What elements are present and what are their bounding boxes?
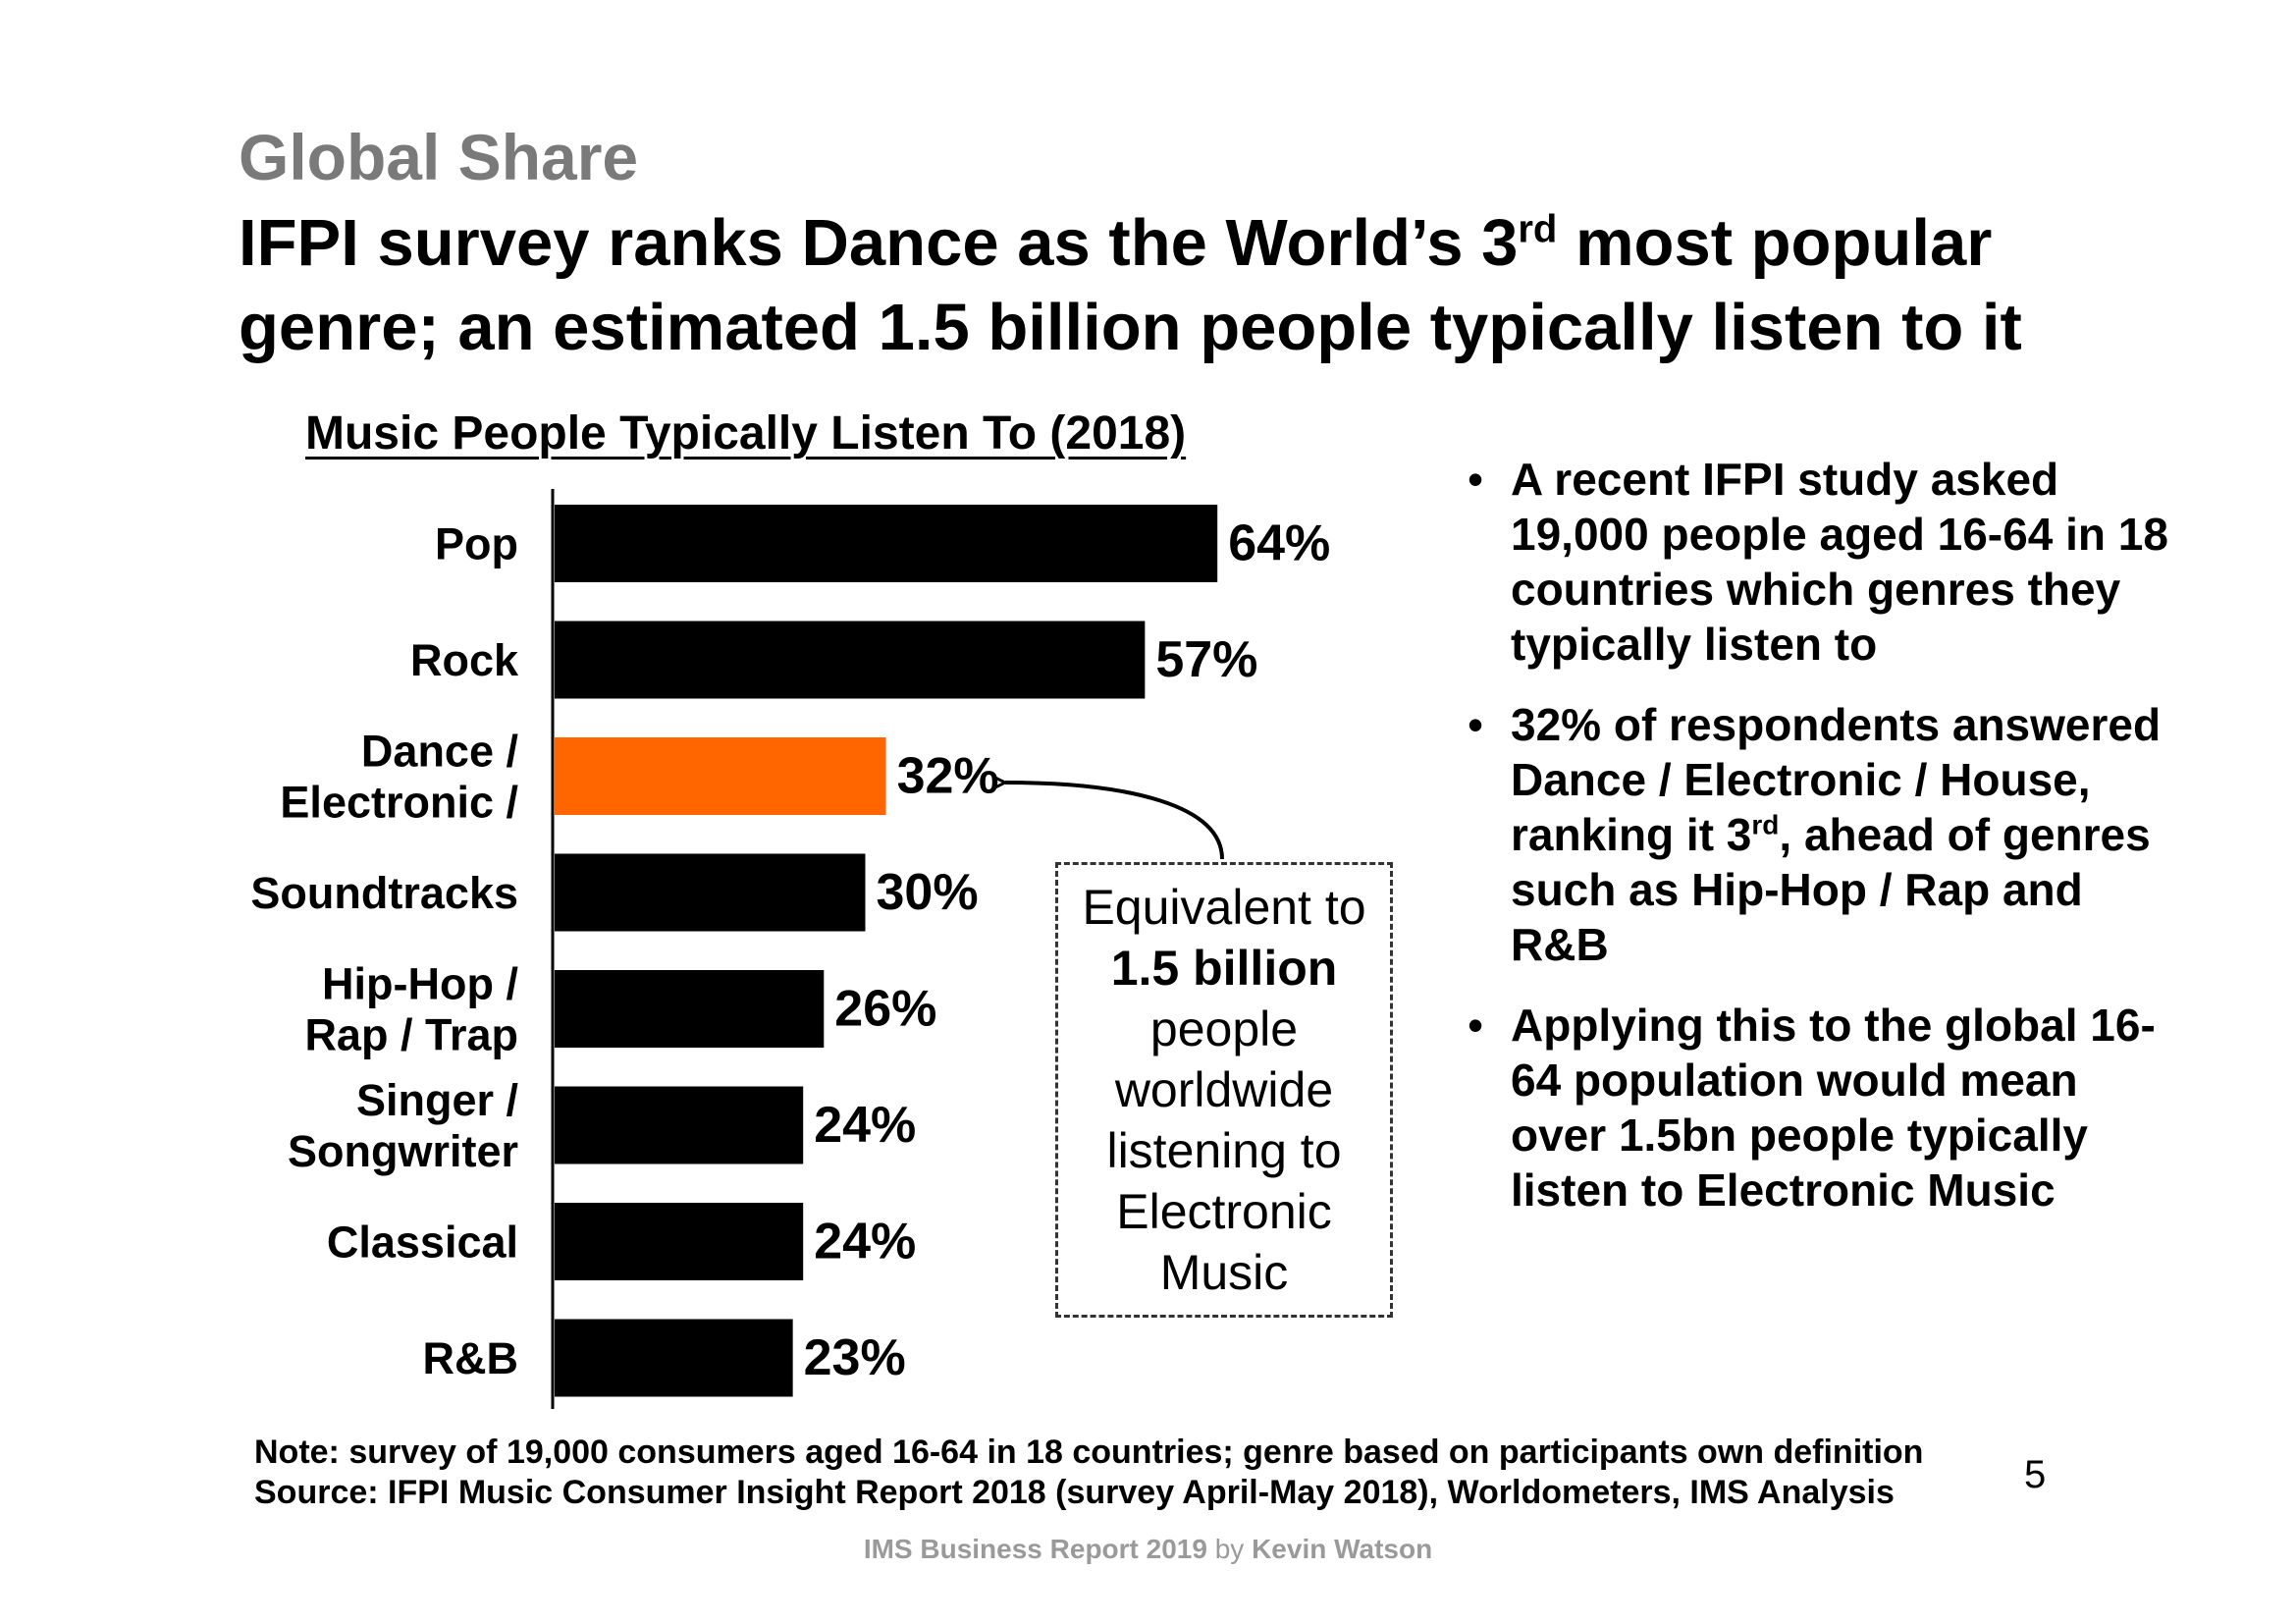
- category-label-2-1: Electronic /: [280, 778, 518, 828]
- bullet-2: • 32% of respondents answered Dance / Ele…: [1468, 697, 2174, 972]
- value-label-6: 24%: [814, 1214, 916, 1271]
- category-label-5-0: Singer /: [356, 1075, 519, 1125]
- slide-kicker: Global Share: [239, 121, 639, 193]
- callout-arrow: [1005, 783, 1224, 860]
- category-label-2-0: Dance /: [361, 727, 519, 777]
- bar-0: [555, 505, 1218, 582]
- footer-author: Kevin Watson: [1252, 1534, 1433, 1564]
- bar-7: [555, 1319, 793, 1397]
- footer-by: by: [1214, 1534, 1245, 1564]
- category-label-3-0: Soundtracks: [250, 868, 518, 918]
- value-label-5: 24%: [814, 1097, 916, 1154]
- bullet-dot-icon: •: [1468, 699, 1484, 750]
- callout-line4: worldwide: [1114, 1062, 1334, 1117]
- value-label-2: 32%: [897, 748, 999, 805]
- bullet-2-text-b: , ahead of genres such as Hip-Hop / Rap …: [1511, 809, 2151, 970]
- category-label-4-0: Hip-Hop /: [322, 959, 518, 1009]
- bullet-list: • A recent IFPI study asked 19,000 people…: [1468, 452, 2174, 1243]
- callout-line5: listening to: [1106, 1123, 1342, 1178]
- chart-title: Music People Typically Listen To (2018): [305, 407, 1187, 460]
- source-line: Source: IFPI Music Consumer Insight Repo…: [254, 1474, 1895, 1511]
- bullet-dot-icon: •: [1468, 454, 1484, 505]
- source-note: Note: survey of 19,000 consumers aged 16…: [254, 1433, 1923, 1513]
- headline-superscript: rd: [1518, 207, 1558, 251]
- footer-report: IMS Business Report 2019: [863, 1534, 1207, 1564]
- callout-big: 1.5 billion: [1110, 941, 1338, 996]
- value-label-0: 64%: [1228, 515, 1330, 572]
- footer: IMS Business Report 2019 by Kevin Watson: [0, 1534, 2296, 1565]
- bar-4: [555, 970, 825, 1048]
- category-label-5-1: Songwriter: [288, 1126, 518, 1176]
- callout-line6: Electronic: [1116, 1184, 1332, 1239]
- page-number: 5: [2024, 1453, 2047, 1496]
- headline-part2: most popular: [1557, 206, 1993, 280]
- category-label-7-0: R&B: [423, 1333, 519, 1383]
- callout-line1: Equivalent to: [1082, 880, 1366, 935]
- value-label-3: 30%: [877, 864, 979, 921]
- value-label-1: 57%: [1155, 631, 1257, 688]
- category-label-4-1: Rap / Trap: [304, 1010, 518, 1060]
- category-label-1-0: Rock: [410, 635, 519, 685]
- category-label-0-0: Pop: [435, 519, 518, 569]
- category-label-6-0: Classical: [327, 1217, 518, 1268]
- bullet-dot-icon: •: [1468, 1000, 1484, 1051]
- bullet-2-text-a: 32% of respondents answered Dance / Elec…: [1511, 699, 2162, 860]
- headline-line2: genre; an estimated 1.5 billion people t…: [239, 291, 2022, 364]
- bullet-1: • A recent IFPI study asked 19,000 people…: [1468, 452, 2174, 672]
- value-label-7: 23%: [804, 1329, 906, 1386]
- bar-6: [555, 1203, 804, 1280]
- bar-3: [555, 853, 866, 932]
- callout-line3: people: [1149, 1001, 1299, 1056]
- bar-2: [555, 737, 886, 815]
- bullet-1-text: A recent IFPI study asked 19,000 people …: [1511, 454, 2168, 670]
- bullet-3: • Applying this to the global 16-64 popul…: [1468, 998, 2174, 1217]
- value-label-4: 26%: [834, 981, 936, 1038]
- slide-headline: IFPI survey ranks Dance as the World’s 3…: [239, 201, 2022, 370]
- note-line: Note: survey of 19,000 consumers aged 16…: [254, 1434, 1924, 1471]
- bar-1: [555, 621, 1146, 699]
- bar-5: [555, 1086, 804, 1164]
- bullet-2-superscript: rd: [1751, 809, 1780, 840]
- callout-line7: Music: [1159, 1245, 1289, 1300]
- bullet-3-text: Applying this to the global 16-64 popula…: [1511, 1000, 2156, 1216]
- callout-box: Equivalent to 1.5 billion people worldwi…: [1055, 862, 1393, 1318]
- headline-part1: IFPI survey ranks Dance as the World’s 3: [239, 206, 1519, 280]
